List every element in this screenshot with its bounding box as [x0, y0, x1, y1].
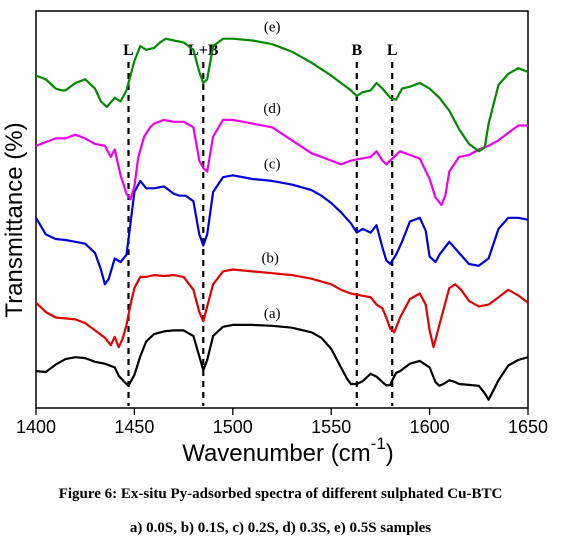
- x-tick-label: 1600: [410, 417, 450, 437]
- x-tick-label: 1650: [508, 417, 548, 437]
- series-line-3: [35, 174, 529, 286]
- series-line-4: [35, 118, 528, 206]
- series-tag-label: (a): [264, 306, 281, 322]
- x-axis-label-sup: -1: [371, 434, 386, 453]
- band-marker-label: L: [387, 42, 398, 59]
- band-marker-label: B: [351, 42, 362, 59]
- series-line-5: [35, 37, 529, 153]
- x-axis-label-main: Wavenumber (cm: [182, 440, 370, 467]
- band-marker-label: L: [123, 42, 134, 59]
- x-tick-label: 1550: [311, 417, 351, 437]
- figure-caption-line1: Figure 6: Ex-situ Py-adsorbed spectra of…: [58, 486, 503, 502]
- series-tag-label: (d): [263, 101, 281, 117]
- x-tick-label: 1450: [114, 417, 154, 437]
- series-tag-label: (c): [264, 156, 281, 172]
- y-axis-label: Transmittance (%): [1, 122, 28, 318]
- x-axis-ticks: 1400 1450 1500 1550 1600 1650: [16, 408, 548, 437]
- x-tick-label: 1400: [16, 417, 56, 437]
- series-tag-label: (e): [264, 20, 281, 36]
- series-line-2: [35, 268, 529, 349]
- x-axis-label: Wavenumber (cm-1): [182, 434, 394, 467]
- series-layer: (a) (b) (c) (d) (e): [35, 20, 529, 401]
- marker-layer: L L+B B L: [123, 42, 398, 406]
- series-line-1: [35, 323, 529, 401]
- plot-frame: [35, 10, 529, 409]
- figure-caption-line2: a) 0.0S, b) 0.1S, c) 0.2S, d) 0.3S, e) 0…: [129, 520, 432, 536]
- x-tick-label: 1500: [213, 417, 253, 437]
- x-axis-label-end: ): [386, 440, 394, 467]
- chart: L L+B B L (a)(b)(c)(d)(e) 1400 1450 1500 1550 1…: [16, 10, 548, 467]
- series-tag-label: (b): [261, 251, 279, 267]
